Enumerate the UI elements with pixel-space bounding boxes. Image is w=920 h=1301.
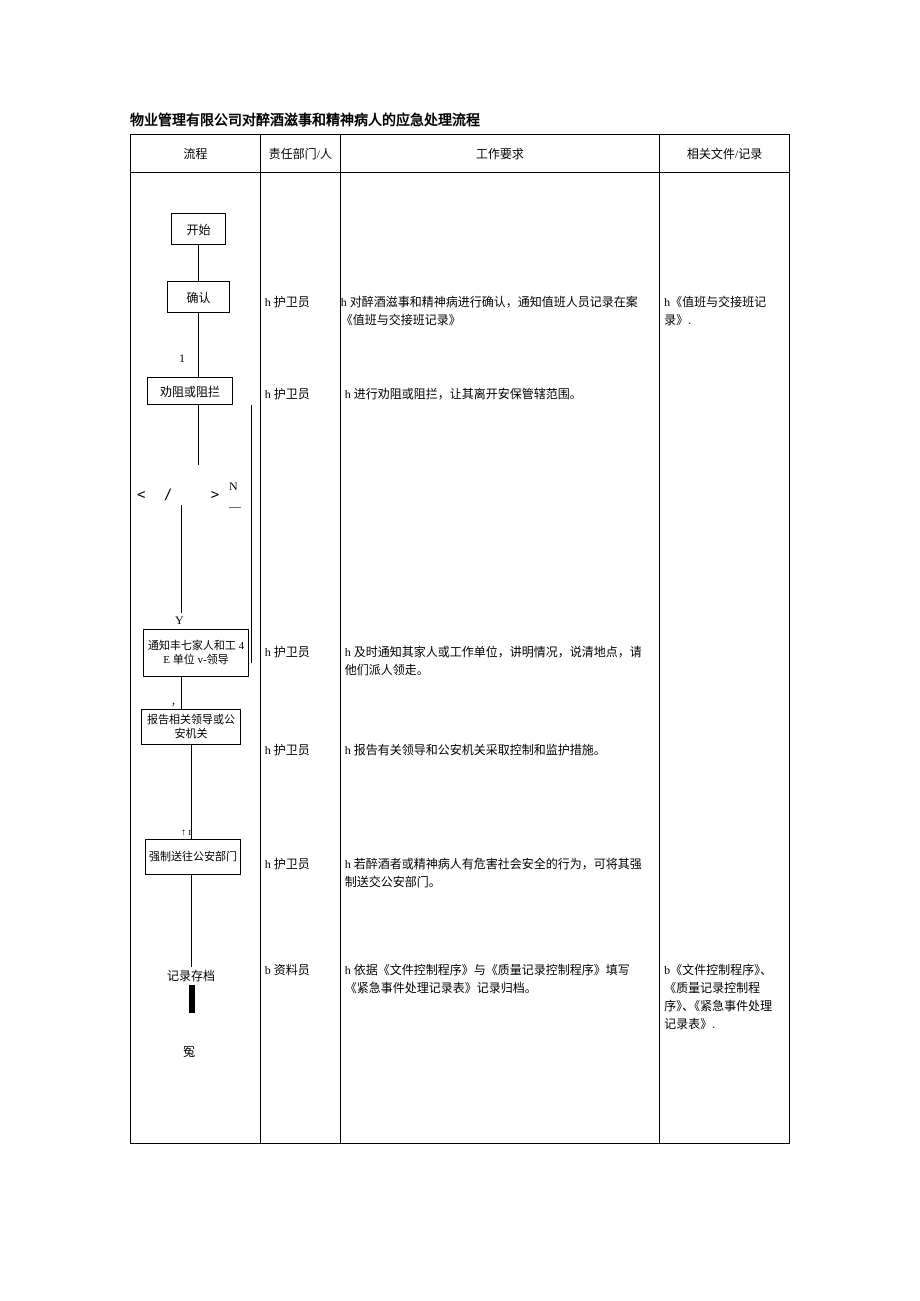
flow-report-leader: 报告相关领导或公安机关 <box>141 709 241 745</box>
flow-table: 流程 责任部门/人 工作要求 相关文件/记录 开始 确认 <box>130 134 790 1144</box>
arrow-mark: ， <box>171 693 181 708</box>
resp-item: h 护卫员 <box>261 385 314 403</box>
req-item: h 进行劝阻或阻拦，让其离开安保管辖范围。 <box>341 385 655 403</box>
doc-item: h《值班与交接班记录》. <box>660 293 787 329</box>
req-item: h 依据《文件控制程序》与《质量记录控制程序》填写《紧急事件处理记录表》记录归档… <box>341 961 655 997</box>
flow-notify-family-label: 通知丰七家人和工 4 E 单位 v-领导 <box>146 639 246 668</box>
flow-column: 开始 确认 1 劝阻或阻拦 <box>131 173 260 1143</box>
flow-num-1: 1 <box>179 351 185 366</box>
resp-item: b 资料员 <box>261 961 314 979</box>
connector-thick <box>189 985 195 1013</box>
resp-item: h 护卫员 <box>261 741 314 759</box>
decision-n: N <box>229 479 238 494</box>
flow-report-leader-label: 报告相关领导或公安机关 <box>144 713 238 742</box>
decision-y: Y <box>175 613 184 628</box>
flow-force-send: 强制送往公安部门 <box>145 839 241 875</box>
arrow-mark2: ↑ r <box>181 827 192 838</box>
body-row: 开始 确认 1 劝阻或阻拦 <box>131 173 790 1144</box>
flow-force-send-label: 强制送往公安部门 <box>149 850 237 864</box>
flow-decision: < / > <box>137 487 219 503</box>
header-responsible: 责任部门/人 <box>260 135 340 173</box>
flow-confirm: 确认 <box>167 281 230 313</box>
connector <box>181 505 182 613</box>
resp-item: h 护卫员 <box>261 855 314 873</box>
diamond-right: > <box>211 487 219 503</box>
diamond-slash: / <box>164 487 172 503</box>
responsible-column: h 护卫员 h 护卫员 h 护卫员 h 护卫员 h 护卫员 b 资料员 <box>261 173 340 1143</box>
decision-dash: — <box>229 499 241 514</box>
header-requirement: 工作要求 <box>340 135 659 173</box>
req-text: h 对醉酒滋事和精神病进行确认，通知值班人员记录在案《值班与交接班记录》 <box>341 293 651 329</box>
requirement-column: h 对醉酒滋事和精神病进行确认，通知值班人员记录在案《值班与交接班记录》 h 进… <box>341 173 659 1143</box>
connector-n-branch <box>251 405 252 663</box>
resp-item: h 护卫员 <box>261 643 314 661</box>
connector <box>198 245 199 281</box>
header-row: 流程 责任部门/人 工作要求 相关文件/记录 <box>131 135 790 173</box>
flow-block: 劝阻或阻拦 <box>147 377 233 405</box>
connector <box>181 677 182 709</box>
flow-block-label: 劝阻或阻拦 <box>160 383 220 400</box>
flow-end: 冤 <box>183 1043 195 1060</box>
connector <box>191 875 192 967</box>
page-title: 物业管理有限公司对醉酒滋事和精神病人的应急处理流程 <box>130 110 790 130</box>
connector <box>191 745 192 839</box>
resp-item: h 护卫员 <box>261 293 314 311</box>
flow-notify-family: 通知丰七家人和工 4 E 单位 v-领导 <box>143 629 249 677</box>
flow-confirm-label: 确认 <box>186 289 210 306</box>
connector <box>198 405 199 465</box>
req-item: h 报告有关领导和公安机关采取控制和监护措施。 <box>341 741 655 759</box>
header-flow: 流程 <box>131 135 261 173</box>
flow-start-label: 开始 <box>186 221 210 238</box>
req-item: h 对醉酒滋事和精神病进行确认，通知值班人员记录在案《值班与交接班记录》 <box>341 293 655 329</box>
req-item: h 若醉酒者或精神病人有危害社会安全的行为，可将其强制送交公安部门。 <box>341 855 655 891</box>
header-documents: 相关文件/记录 <box>660 135 790 173</box>
doc-item: b《文件控制程序》、《质量记录控制程序》、《紧急事件处理记录表》. <box>660 961 787 1033</box>
diamond-left: < <box>137 487 145 503</box>
req-item: h 及时通知其家人或工作单位，讲明情况，说清地点，请他们派人领走。 <box>341 643 655 679</box>
connector <box>198 313 199 377</box>
document-column: h《值班与交接班记录》. b《文件控制程序》、《质量记录控制程序》、《紧急事件处… <box>660 173 789 1143</box>
flow-archive: 记录存档 <box>167 967 215 984</box>
flow-start: 开始 <box>171 213 226 245</box>
